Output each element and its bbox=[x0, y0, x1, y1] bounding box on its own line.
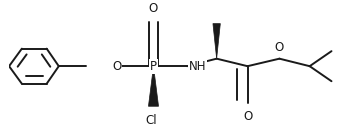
Text: P: P bbox=[150, 60, 157, 73]
Text: O: O bbox=[149, 3, 158, 15]
Polygon shape bbox=[148, 66, 159, 106]
Text: O: O bbox=[275, 41, 284, 54]
Text: Cl: Cl bbox=[145, 114, 156, 127]
Text: NH: NH bbox=[189, 60, 206, 73]
Polygon shape bbox=[213, 24, 220, 59]
Text: O: O bbox=[243, 110, 252, 123]
Text: O: O bbox=[112, 60, 121, 73]
